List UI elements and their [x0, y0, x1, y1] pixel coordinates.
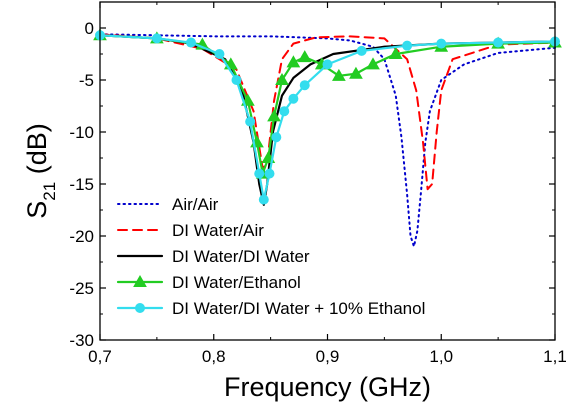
- data-point-marker: [258, 194, 269, 205]
- data-point-marker: [151, 33, 162, 44]
- legend-label: Air/Air: [172, 195, 219, 214]
- y-tick-label: 0: [85, 19, 94, 38]
- x-tick-label: 0,8: [202, 347, 226, 366]
- y-axis-title-main: S: [22, 201, 52, 219]
- y-axis-title: S21 (dB): [22, 123, 59, 218]
- legend-item: DI Water/DI Water + 10% Ethanol: [116, 299, 425, 318]
- y-tick-label: -20: [69, 227, 94, 246]
- legend: Air/Air DI Water/Air DI Water/DI Water DI W…: [116, 195, 425, 318]
- y-tick-label: -25: [69, 279, 94, 298]
- legend-label: DI Water/DI Water + 10% Ethanol: [172, 299, 425, 318]
- data-point-marker: [286, 55, 301, 68]
- legend-item: DI Water/DI Water: [116, 247, 310, 266]
- data-point-marker: [366, 57, 380, 70]
- data-point-marker: [214, 49, 225, 59]
- data-point-marker: [231, 75, 242, 85]
- x-tick-label: 0,9: [316, 347, 340, 366]
- x-axis-title: Frequency (GHz): [224, 372, 431, 402]
- data-point-marker: [349, 66, 363, 79]
- data-point-marker: [299, 80, 310, 91]
- data-point-marker: [267, 109, 281, 122]
- data-point-marker: [279, 106, 290, 117]
- y-tick-label: -30: [69, 331, 94, 350]
- data-point-marker: [288, 93, 299, 104]
- plot-frame: [99, 1, 556, 341]
- data-point-marker: [186, 37, 196, 48]
- data-point-marker: [388, 46, 403, 59]
- data-point-marker: [264, 168, 275, 179]
- legend-label: DI Water/Air: [172, 221, 264, 240]
- series-1: [99, 33, 556, 248]
- x-tick-label: 1,0: [429, 347, 453, 366]
- data-point-marker: [356, 45, 367, 56]
- y-tick-label: -5: [79, 71, 94, 90]
- series-4: [93, 28, 562, 179]
- y-axis-title-subscript: 21: [40, 182, 59, 201]
- y-tick-label: -15: [69, 175, 94, 194]
- data-point-marker: [332, 68, 346, 81]
- y-axis-title-unit: (dB): [22, 123, 52, 182]
- x-tick-label: 0,7: [88, 347, 112, 366]
- data-point-marker: [275, 72, 289, 85]
- data-point-marker: [271, 132, 282, 143]
- data-point-marker: [436, 38, 447, 49]
- legend-item: DI Water/Ethanol: [116, 273, 301, 292]
- data-point-marker: [493, 37, 504, 48]
- x-tick-label: 1,1: [543, 347, 567, 366]
- plot-layer: [93, 28, 562, 248]
- y-tick-label: -10: [69, 123, 94, 142]
- legend-label: DI Water/DI Water: [172, 247, 310, 266]
- series-line: [99, 33, 556, 248]
- legend-label: DI Water/Ethanol: [172, 273, 301, 292]
- data-point-marker: [245, 116, 256, 127]
- legend-item: DI Water/Air: [117, 221, 264, 240]
- legend-marker: [135, 303, 145, 313]
- data-point-marker: [402, 40, 413, 51]
- data-point-marker: [254, 168, 265, 179]
- legend-item: Air/Air: [117, 195, 219, 214]
- ticks-layer: 0,7 0,8 0,9 1,0 1,1 0 -5 -10 -15 -20 -25 -30: [69, 2, 567, 366]
- legend-marker: [133, 274, 147, 287]
- data-point-marker: [322, 59, 333, 70]
- data-point-marker: [297, 50, 312, 63]
